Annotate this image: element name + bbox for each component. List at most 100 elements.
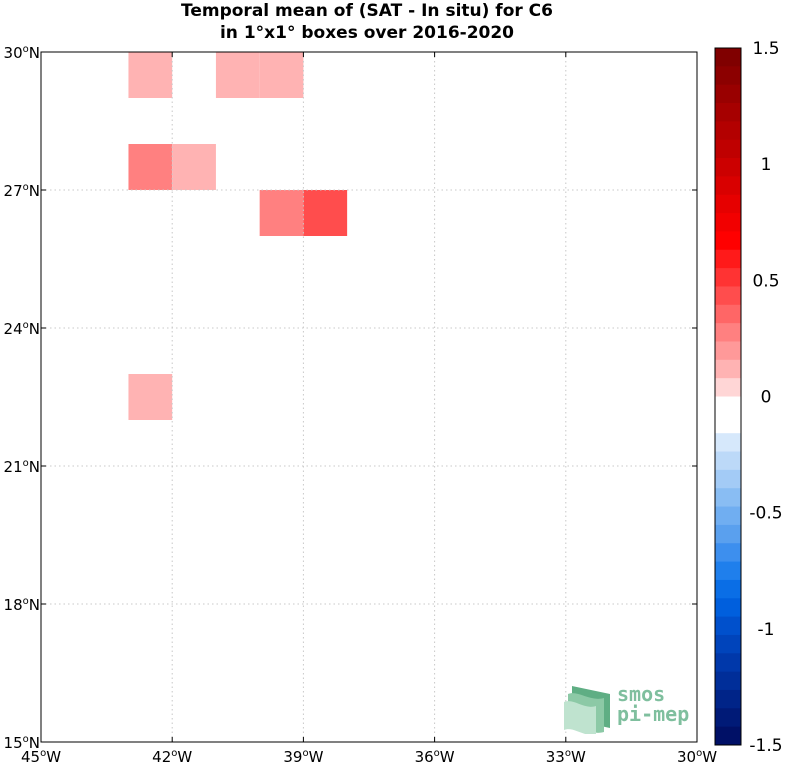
colorbar-segment-37 (715, 726, 741, 746)
colorbar-segment-21 (715, 433, 741, 453)
data-cell-6 (303, 190, 348, 236)
data-cell-1 (215, 52, 260, 98)
x-tick-label-5: 30oW (677, 748, 717, 763)
y-tick-label-2-degree-sign: o (23, 458, 29, 469)
x-tick-label-4-deg: 33 (546, 748, 565, 763)
data-cell-3 (128, 144, 173, 190)
y-tick-label-3: 24oN (4, 320, 40, 338)
x-tick-label-5-deg: 30 (677, 748, 696, 763)
colorbar-segment-14 (715, 304, 741, 324)
grid-lines (41, 52, 697, 742)
colorbar-segment-7 (715, 176, 741, 196)
y-tick-label-0-deg: 15 (4, 734, 23, 752)
logo-text-pi-mep: pi-mep (617, 702, 690, 726)
x-axis: 45oW 42oW 39oW 36oW 33oW 30oW (21, 52, 717, 763)
colorbar-segment-29 (715, 579, 741, 599)
colorbar-segment-18 (715, 378, 741, 397)
smos-pi-mep-logo: smos pi-mep (560, 680, 710, 734)
colorbar-tick-1: 1 (761, 155, 772, 175)
colorbar-segment-8 (715, 194, 741, 214)
plot-frame (40, 51, 698, 743)
colorbar (714, 47, 742, 746)
y-tick-label-1-deg: 18 (4, 596, 23, 614)
colorbar-segment-26 (715, 524, 741, 544)
colorbar-segment-25 (715, 506, 741, 526)
y-tick-label-2-hem: N (29, 458, 40, 476)
x-tick-label-3: 36oW (415, 748, 455, 763)
x-tick-label-1-degree-sign: o (171, 748, 177, 759)
colorbar-segment-20 (715, 414, 741, 434)
colorbar-segment-36 (715, 708, 741, 728)
wave-logo-icon (564, 686, 610, 734)
y-tick-label-5: 30oN (4, 44, 40, 62)
x-tick-label-0: 45oW (21, 748, 61, 763)
data-cell-7 (128, 374, 173, 420)
x-tick-label-1-hem: W (177, 748, 192, 763)
chart-title: Temporal mean of (SAT - In situ) for C6 … (40, 0, 694, 44)
colorbar-ticks: 1.5 1 0.5 0 -0.5 -1 -1.5 (749, 39, 782, 756)
colorbar-tick-4: -0.5 (749, 504, 782, 524)
colorbar-segment-22 (715, 451, 741, 471)
y-tick-label-1: 18oN (4, 596, 40, 614)
x-tick-label-3-degree-sign: o (434, 748, 440, 759)
colorbar-tick-5: -1 (758, 620, 775, 640)
chart-title-line-2: in 1°x1° boxes over 2016-2020 (219, 23, 515, 43)
colorbar-segment-34 (715, 671, 741, 691)
x-tick-label-4: 33oW (546, 748, 586, 763)
colorbar-segment-5 (715, 139, 741, 159)
y-tick-label-0: 15oN (4, 734, 40, 752)
x-tick-label-5-hem: W (702, 748, 717, 763)
y-tick-label-5-deg: 30 (4, 44, 23, 62)
colorbar-tick-3: 0 (761, 388, 772, 408)
x-tick-label-1: 42oW (152, 748, 192, 763)
colorbar-tick-6: -1.5 (749, 736, 782, 756)
y-tick-label-4-degree-sign: o (23, 182, 29, 193)
x-tick-label-2: 39oW (283, 748, 323, 763)
colorbar-segment-23 (715, 469, 741, 489)
data-cells (128, 52, 523, 604)
y-tick-label-1-hem: N (29, 596, 40, 614)
colorbar-segment-24 (715, 488, 741, 508)
y-tick-label-5-hem: N (29, 44, 40, 62)
colorbar-segment-35 (715, 689, 741, 709)
x-tick-label-3-deg: 36 (415, 748, 434, 763)
colorbar-segment-27 (715, 543, 741, 563)
colorbar-segment-12 (715, 268, 741, 287)
x-tick-label-2-degree-sign: o (302, 748, 308, 759)
colorbar-segment-9 (715, 213, 741, 232)
colorbar-segment-0 (715, 48, 741, 67)
logo-text-smos: smos (617, 682, 666, 706)
colorbar-segment-11 (715, 249, 741, 269)
x-tick-label-1-deg: 42 (152, 748, 171, 763)
data-cell-0 (128, 52, 173, 98)
y-tick-label-3-hem: N (29, 320, 40, 338)
y-tick-label-1-degree-sign: o (23, 596, 29, 607)
y-tick-label-4-deg: 27 (4, 182, 23, 200)
y-tick-label-0-degree-sign: o (23, 734, 29, 745)
data-cell-8 (478, 558, 523, 604)
x-tick-label-5-degree-sign: o (696, 748, 702, 759)
colorbar-segment-31 (715, 616, 741, 636)
y-tick-label-3-degree-sign: o (23, 320, 29, 331)
x-tick-label-0-deg: 45 (21, 748, 40, 763)
colorbar-tick-2: 0.5 (752, 271, 779, 291)
data-cell-4 (172, 144, 216, 190)
y-tick-label-0-hem: N (29, 734, 40, 752)
colorbar-segment-30 (715, 598, 741, 618)
y-tick-label-4-hem: N (29, 182, 40, 200)
colorbar-segment-6 (715, 158, 741, 177)
y-tick-label-2: 21oN (4, 458, 40, 476)
colorbar-segment-15 (715, 323, 741, 342)
colorbar-segment-4 (715, 121, 741, 141)
data-cell-5 (259, 190, 304, 236)
y-tick-label-3-deg: 24 (4, 320, 23, 338)
y-tick-label-4: 27oN (4, 182, 40, 200)
chart-title-line-1: Temporal mean of (SAT - In situ) for C6 (181, 1, 553, 21)
x-tick-label-4-degree-sign: o (565, 748, 571, 759)
colorbar-segment-33 (715, 653, 741, 673)
colorbar-segment-13 (715, 286, 741, 306)
x-tick-label-4-hem: W (571, 748, 586, 763)
colorbar-segment-17 (715, 359, 741, 379)
